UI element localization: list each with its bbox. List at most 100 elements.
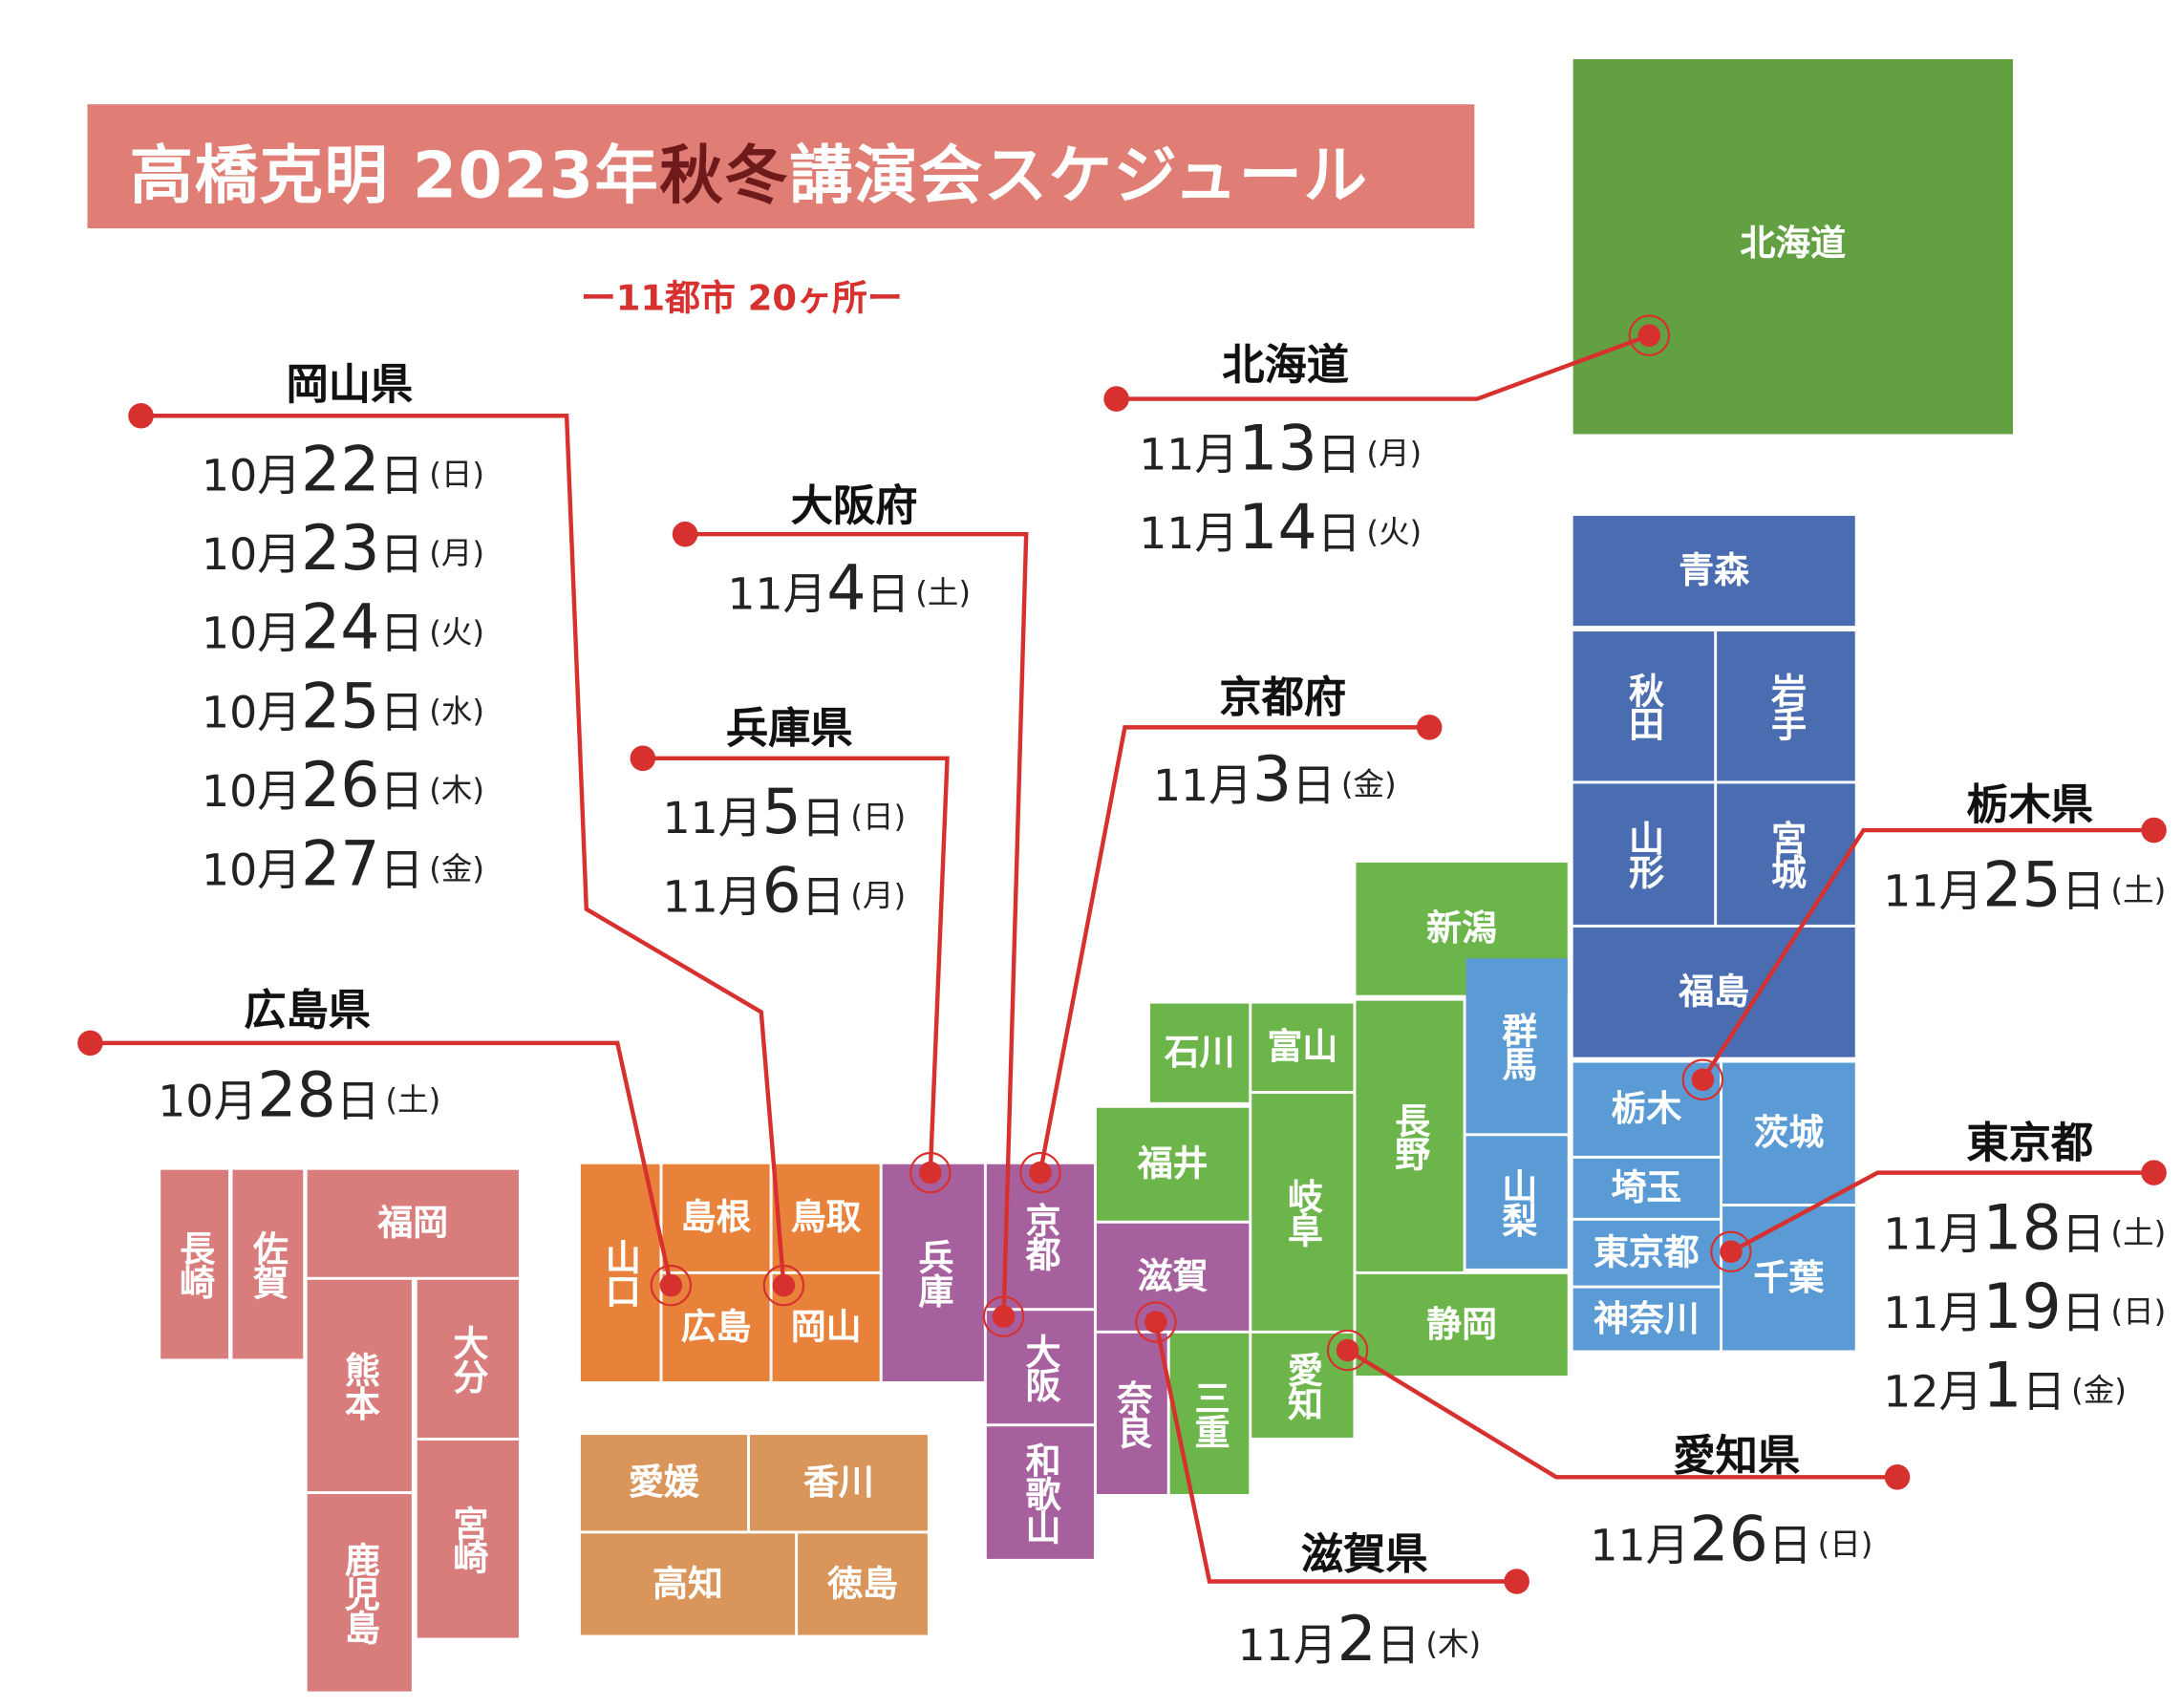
date-day: 24 — [300, 591, 380, 664]
pref-aomori: 青森 — [1572, 516, 1855, 627]
date-month: 11月 — [662, 793, 762, 844]
date-unit: 日 — [379, 451, 424, 502]
date-weekday: (月) — [429, 537, 485, 573]
pref-kagawa: 香川 — [749, 1435, 928, 1531]
pref-nara: 奈良 — [1096, 1333, 1167, 1495]
date-weekday: (土) — [2110, 1216, 2167, 1252]
pref-yamagata: 山形 — [1572, 783, 1715, 925]
date-month: 10月 — [201, 688, 301, 739]
pref-iwate: 岩手 — [1717, 631, 1855, 781]
title-highlight: 秋冬 — [659, 138, 790, 213]
date-month: 11月 — [1883, 1288, 1983, 1339]
pref-saga: 佐賀 — [232, 1169, 304, 1359]
pref-hiroshima: 広島 — [662, 1273, 770, 1381]
date-weekday: (金) — [2071, 1374, 2127, 1410]
date-unit: 日 — [379, 529, 424, 581]
pref-kanagawa: 神奈川 — [1572, 1288, 1721, 1351]
pref-nagano: 長野 — [1356, 1000, 1464, 1271]
date-day: 4 — [826, 552, 866, 625]
date-unit: 日 — [1316, 430, 1361, 481]
venue-heading-okayama: 岡山県 — [286, 360, 414, 411]
venue-heading-kyoto: 京都府 — [1219, 673, 1347, 723]
date-entry-tokyo: 11月18日 (土) — [1883, 1197, 2167, 1261]
title-banner — [87, 104, 1475, 229]
date-entry-okayama: 10月25日 (水) — [202, 676, 484, 738]
date-day: 26 — [300, 749, 380, 822]
date-unit: 日 — [379, 845, 424, 897]
date-weekday: (水) — [429, 694, 485, 731]
page-title: 高橋克明 2023年秋冬講演会スケジュール — [130, 124, 1369, 216]
end-dot-okayama — [128, 402, 154, 429]
date-weekday: (木) — [429, 774, 485, 809]
date-day: 5 — [761, 777, 802, 849]
date-unit: 日 — [379, 608, 424, 660]
venue-heading-hiroshima: 広島県 — [244, 986, 372, 1036]
date-entry-hyogo: 11月6日 (月) — [662, 861, 906, 924]
date-day: 2 — [1337, 1604, 1377, 1676]
end-dot-hokkaido — [1103, 386, 1129, 412]
date-weekday: (土) — [2110, 873, 2167, 909]
pref-shimane: 島根 — [662, 1164, 770, 1271]
date-month: 10月 — [201, 608, 301, 660]
date-entry-hokkaido: 11月14日 (火) — [1139, 497, 1422, 560]
pref-kyoto: 京都 — [986, 1164, 1094, 1309]
leader-line-tokyo — [1729, 1170, 2154, 1254]
date-unit: 日 — [2022, 1367, 2066, 1419]
pref-shiga: 滋賀 — [1096, 1223, 1250, 1331]
leader-line-osaka — [685, 532, 1029, 1317]
date-day: 19 — [1982, 1270, 2062, 1344]
leader-line-tochigi — [1701, 827, 2154, 1081]
pref-miyagi: 宮城 — [1717, 783, 1855, 925]
date-month: 11月 — [1883, 1208, 1983, 1261]
marker-aichi — [1326, 1329, 1369, 1372]
date-entry-okayama: 10月23日 (月) — [202, 518, 485, 581]
date-unit: 日 — [866, 569, 910, 621]
pref-kumamoto: 熊本 — [307, 1279, 412, 1492]
date-day: 14 — [1238, 491, 1317, 565]
date-day: 23 — [300, 513, 380, 586]
title-suffix: 講演会スケジュール — [789, 138, 1369, 213]
date-unit: 日 — [2061, 866, 2106, 918]
date-month: 11月 — [1883, 866, 1983, 918]
date-weekday: (月) — [1366, 437, 1423, 473]
pref-gifu: 岐阜 — [1251, 1093, 1354, 1331]
date-entry-tochigi: 11月25日 (土) — [1883, 855, 2167, 918]
leader-line-kyoto — [1038, 725, 1430, 1174]
end-dot-hiroshima — [77, 1030, 103, 1057]
pref-fukui: 福井 — [1096, 1107, 1250, 1221]
date-day: 18 — [1982, 1192, 2062, 1265]
venue-heading-hokkaido: 北海道 — [1222, 341, 1350, 391]
leader-line-okayama — [140, 414, 786, 1286]
date-unit: 日 — [1316, 508, 1361, 560]
pref-shizuoka: 静岡 — [1356, 1273, 1568, 1377]
pref-gunma: 群馬 — [1465, 958, 1568, 1134]
date-entry-kyoto: 11月3日 (金) — [1153, 749, 1397, 812]
leader-line-hyogo — [642, 756, 950, 1173]
date-unit: 日 — [2061, 1288, 2106, 1339]
marker-hokkaido — [1628, 314, 1671, 356]
pref-osaka: 大阪 — [986, 1311, 1094, 1424]
date-entry-hiroshima: 10月28日 (土) — [158, 1065, 440, 1127]
date-day: 27 — [300, 828, 380, 901]
leader-line-hokkaido — [1116, 333, 1651, 401]
end-dot-tokyo — [2141, 1160, 2167, 1185]
pref-yamanashi: 山梨 — [1465, 1136, 1568, 1269]
leader-line-shiga — [1153, 1321, 1517, 1584]
leader-line-aichi — [1346, 1348, 1898, 1480]
pref-ishikawa: 石川 — [1150, 1003, 1250, 1102]
end-dot-tochigi — [2141, 817, 2167, 843]
marker-tochigi — [1681, 1058, 1724, 1100]
pref-tottori: 鳥取 — [772, 1164, 880, 1271]
marker-kyoto — [1019, 1151, 1061, 1194]
date-entry-osaka: 11月4日 (土) — [727, 558, 971, 620]
date-month: 11月 — [662, 872, 762, 924]
pref-tokyo: 東京都 — [1572, 1220, 1721, 1286]
date-weekday: (日) — [2110, 1294, 2167, 1331]
date-month: 11月 — [1590, 1521, 1690, 1572]
marker-tokyo — [1710, 1230, 1752, 1273]
date-weekday: (金) — [1340, 768, 1397, 804]
date-day: 25 — [1982, 849, 2062, 922]
pref-miyazaki: 宮崎 — [417, 1440, 519, 1638]
date-month: 10月 — [201, 451, 301, 502]
date-month: 11月 — [1139, 430, 1239, 481]
